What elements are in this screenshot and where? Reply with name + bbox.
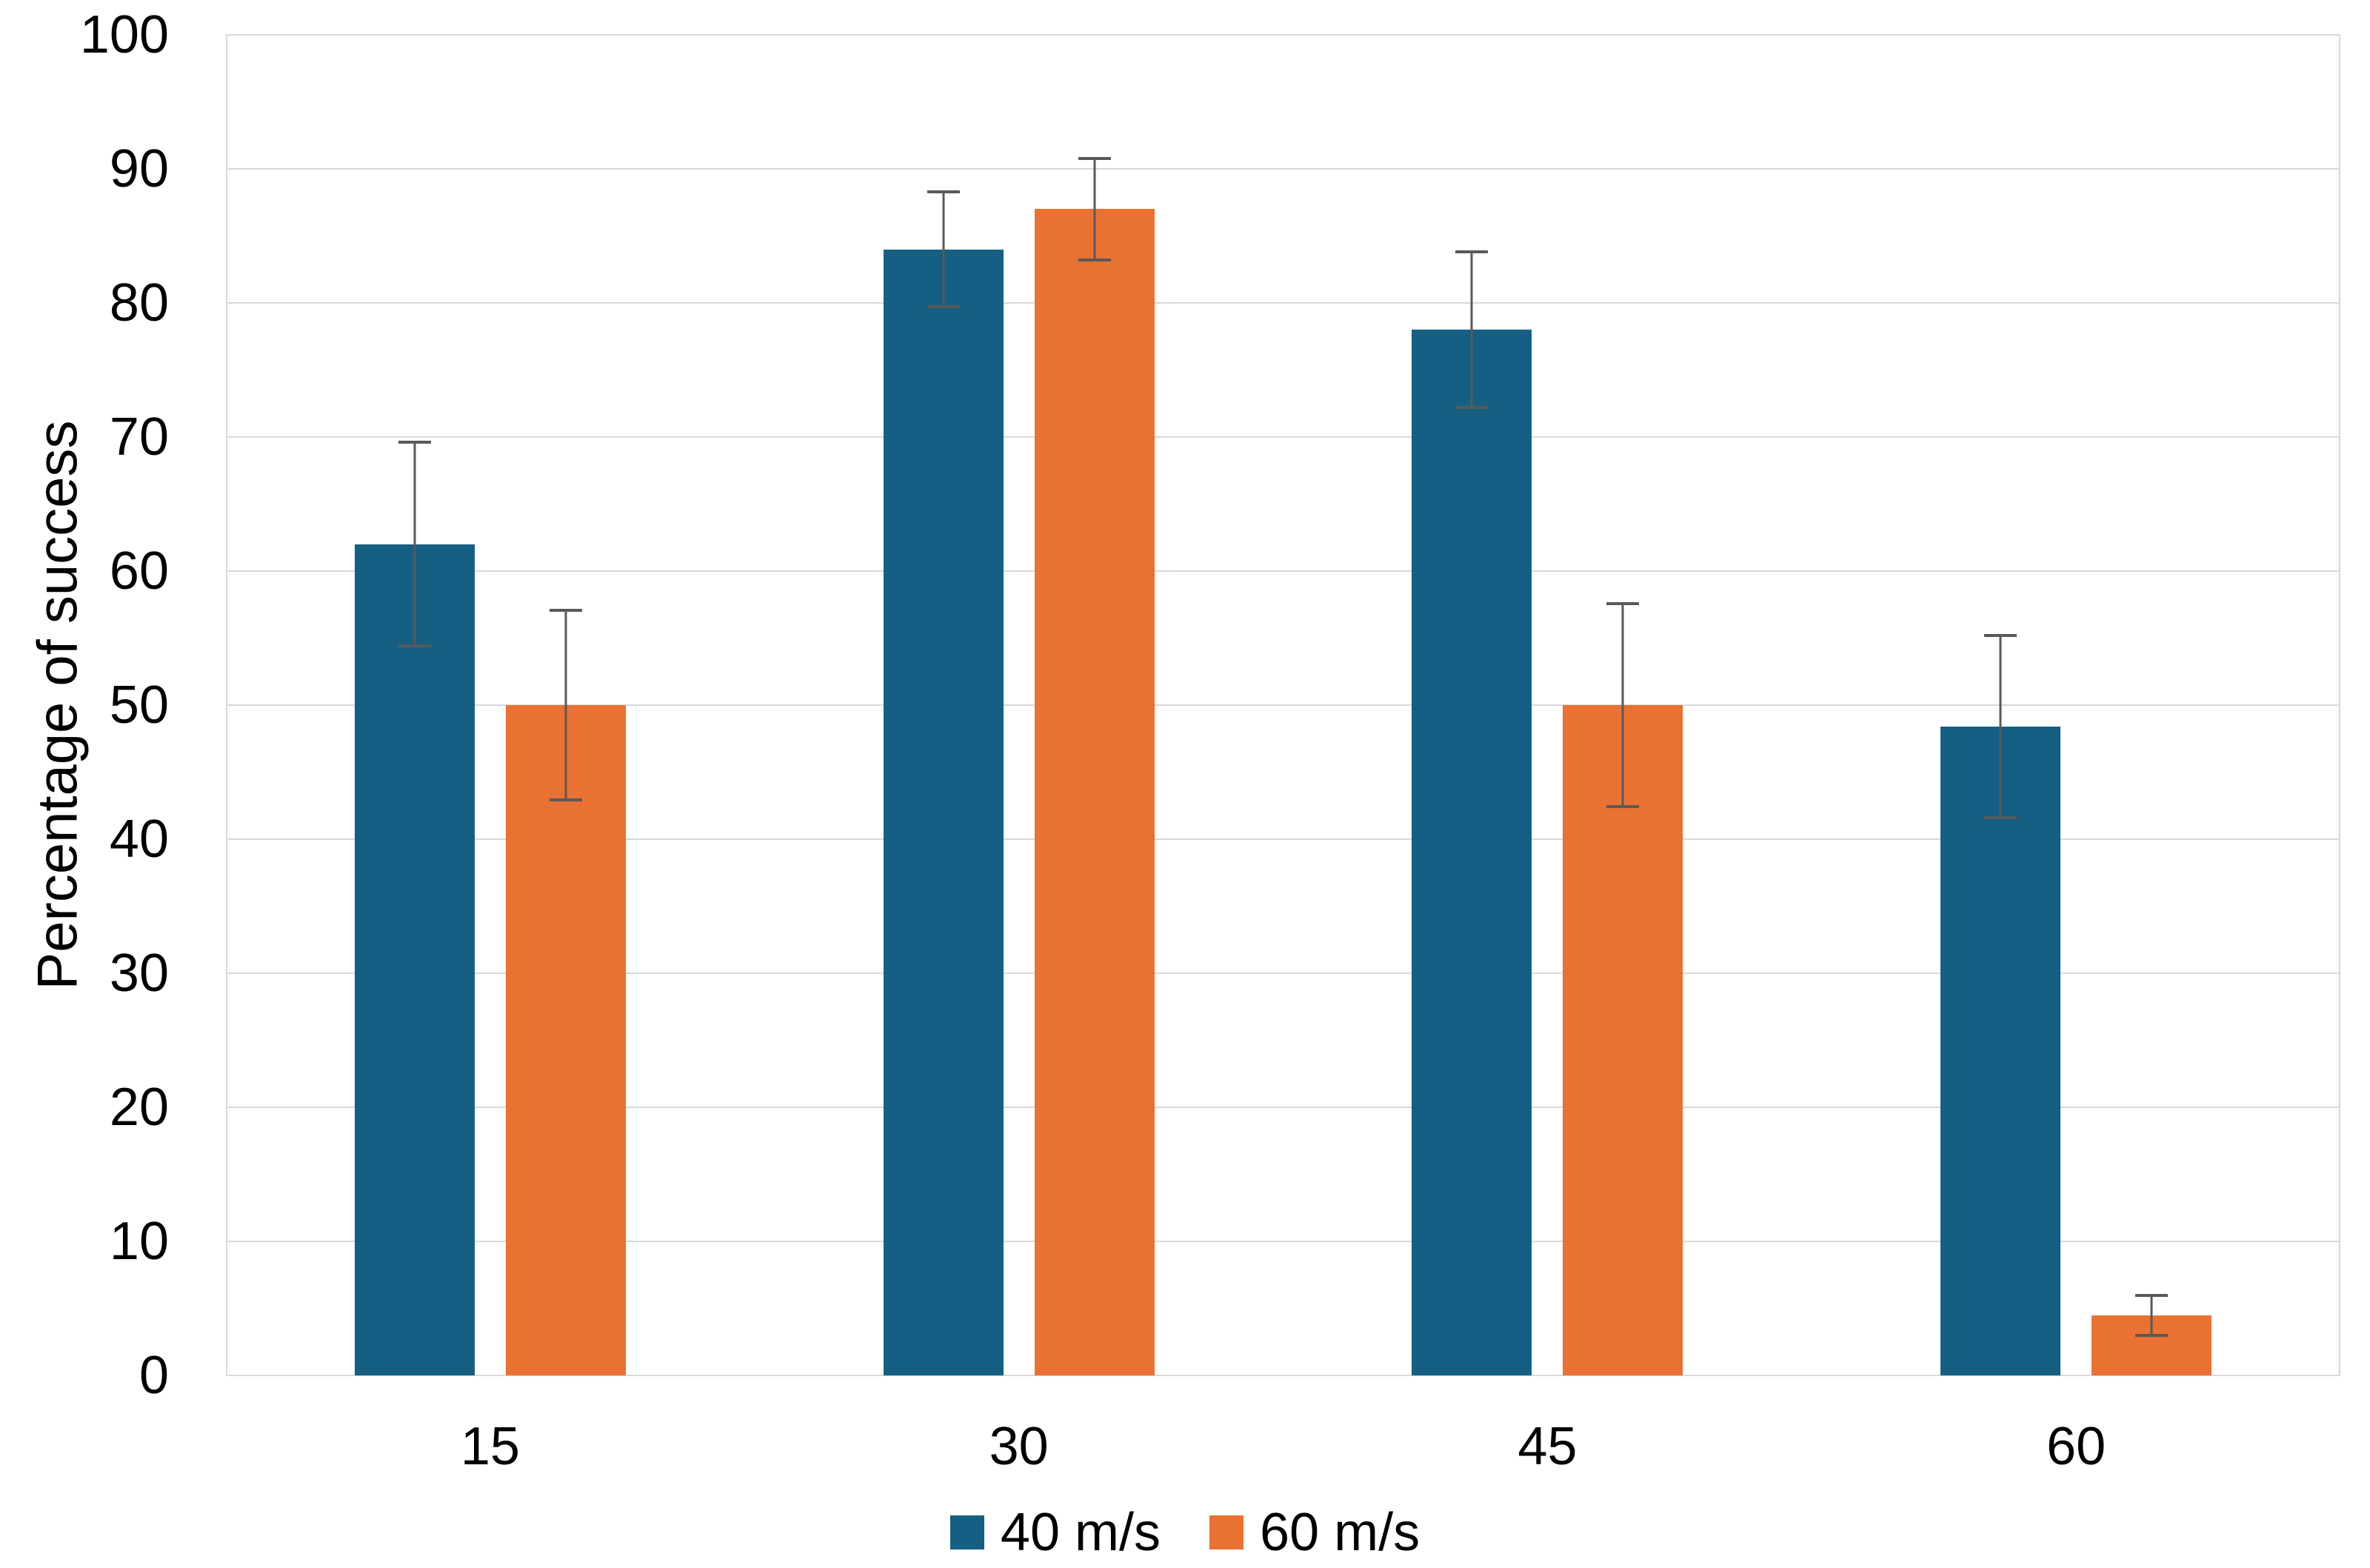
error-bar-40ms-30 <box>927 190 960 309</box>
gridline-y-30 <box>226 973 2340 974</box>
plot-area <box>226 34 2340 1376</box>
error-bar-stem <box>413 441 416 648</box>
y-tick-label-100: 100 <box>79 5 169 64</box>
gridline-y-20 <box>226 1107 2340 1108</box>
error-bar-stem <box>942 190 945 309</box>
gridline-y-50 <box>226 704 2340 706</box>
y-tick-label-70: 70 <box>109 407 169 467</box>
error-bar-cap <box>398 441 431 444</box>
error-bar-cap <box>2135 1333 2169 1337</box>
bar-40ms-45 <box>1412 330 1532 1375</box>
y-tick-label-10: 10 <box>109 1212 169 1271</box>
error-bar-cap <box>1078 258 1111 261</box>
y-tick-label-80: 80 <box>109 273 169 333</box>
error-bar-cap <box>927 305 960 309</box>
x-tick-label-30: 30 <box>989 1417 1049 1476</box>
bar-40ms-30 <box>883 249 1004 1375</box>
gridline-y-40 <box>226 838 2340 840</box>
error-bar-cap <box>549 798 582 802</box>
gridline-y-90 <box>226 168 2340 170</box>
x-tick-label-15: 15 <box>460 1417 520 1476</box>
error-bar-cap <box>1606 601 1640 605</box>
legend-label-60ms: 60 m/s <box>1260 1503 1421 1562</box>
bar-40ms-60 <box>1940 726 2061 1375</box>
legend: 40 m/s 60 m/s <box>0 1505 2370 1560</box>
error-bar-40ms-60 <box>1984 634 2017 819</box>
bar-40ms-15 <box>354 544 475 1375</box>
error-bar-cap <box>1984 815 2017 819</box>
gridline-y-60 <box>226 570 2340 572</box>
error-bar-cap <box>2135 1293 2169 1297</box>
gridline-y-100 <box>226 34 2340 36</box>
error-bar-cap <box>1606 805 1640 809</box>
error-bar-stem <box>1470 250 1473 409</box>
error-bar-60ms-60 <box>2135 1293 2169 1337</box>
gridline-y-70 <box>226 436 2340 438</box>
y-tick-label-40: 40 <box>109 810 169 869</box>
y-tick-label-60: 60 <box>109 541 169 601</box>
error-bar-cap <box>549 608 582 612</box>
error-bar-60ms-30 <box>1078 156 1111 261</box>
x-tick-label-60: 60 <box>2046 1417 2106 1476</box>
error-bar-cap <box>927 190 960 193</box>
bar-60ms-45 <box>1563 705 1683 1375</box>
error-bar-stem <box>1621 601 1624 809</box>
error-bar-stem <box>2150 1293 2153 1337</box>
y-tick-label-50: 50 <box>109 675 169 735</box>
error-bar-stem <box>1093 156 1096 261</box>
gridline-y-80 <box>226 302 2340 304</box>
legend-swatch-60ms <box>1209 1515 1244 1549</box>
legend-item-40ms: 40 m/s <box>949 1503 1161 1562</box>
error-bar-stem <box>564 608 567 802</box>
error-bar-cap <box>1078 156 1111 160</box>
error-bar-60ms-15 <box>549 608 582 802</box>
plot-border-right <box>2339 35 2340 1375</box>
bar-60ms-15 <box>505 705 626 1375</box>
y-tick-label-90: 90 <box>109 139 169 198</box>
error-bar-stem <box>1999 634 2002 819</box>
error-bar-cap <box>398 644 431 648</box>
error-bar-cap <box>1984 634 2017 638</box>
y-tick-label-30: 30 <box>109 944 169 1003</box>
y-tick-label-20: 20 <box>109 1078 169 1137</box>
gridline-y-10 <box>226 1241 2340 1242</box>
legend-swatch-40ms <box>949 1515 984 1549</box>
legend-item-60ms: 60 m/s <box>1209 1505 1420 1560</box>
error-bar-cap <box>1455 406 1489 409</box>
error-bar-40ms-45 <box>1455 250 1489 409</box>
plot-border-left <box>226 35 227 1375</box>
error-bar-40ms-15 <box>398 441 431 648</box>
bar-60ms-30 <box>1034 209 1155 1375</box>
gridline-y-0 <box>226 1375 2340 1376</box>
legend-label-40ms: 40 m/s <box>1000 1503 1161 1562</box>
error-bar-cap <box>1455 250 1489 254</box>
x-tick-label-45: 45 <box>1518 1417 1578 1476</box>
y-tick-label-0: 0 <box>138 1346 169 1405</box>
error-bar-60ms-45 <box>1606 601 1640 809</box>
